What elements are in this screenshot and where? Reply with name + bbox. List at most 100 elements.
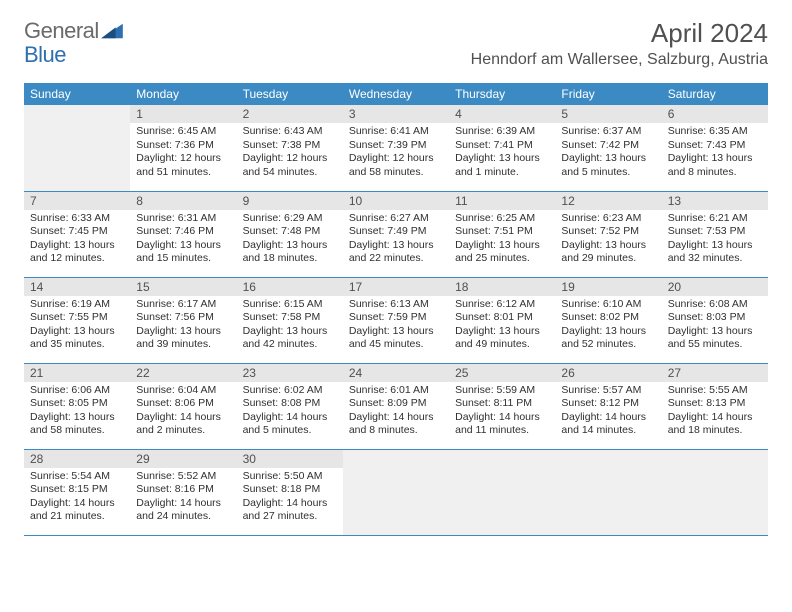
- day-body: Sunrise: 6:45 AMSunset: 7:36 PMDaylight:…: [130, 123, 236, 184]
- sunset-text: Sunset: 7:53 PM: [668, 225, 762, 239]
- day-cell: 17Sunrise: 6:13 AMSunset: 7:59 PMDayligh…: [343, 277, 449, 363]
- day-number: 15: [130, 278, 236, 296]
- day-cell: 5Sunrise: 6:37 AMSunset: 7:42 PMDaylight…: [555, 105, 661, 191]
- day-body: Sunrise: 6:37 AMSunset: 7:42 PMDaylight:…: [555, 123, 661, 184]
- day-cell: 16Sunrise: 6:15 AMSunset: 7:58 PMDayligh…: [237, 277, 343, 363]
- sunset-text: Sunset: 8:16 PM: [136, 483, 230, 497]
- daylight-text: Daylight: 12 hours and 51 minutes.: [136, 152, 230, 179]
- month-title: April 2024: [471, 18, 768, 49]
- day-body: Sunrise: 6:10 AMSunset: 8:02 PMDaylight:…: [555, 296, 661, 357]
- sunset-text: Sunset: 7:43 PM: [668, 139, 762, 153]
- daylight-text: Daylight: 13 hours and 12 minutes.: [30, 239, 124, 266]
- day-cell: 6Sunrise: 6:35 AMSunset: 7:43 PMDaylight…: [662, 105, 768, 191]
- day-body: Sunrise: 5:55 AMSunset: 8:13 PMDaylight:…: [662, 382, 768, 443]
- day-number: 20: [662, 278, 768, 296]
- day-cell: 19Sunrise: 6:10 AMSunset: 8:02 PMDayligh…: [555, 277, 661, 363]
- sunrise-text: Sunrise: 6:41 AM: [349, 125, 443, 139]
- sunrise-text: Sunrise: 6:43 AM: [243, 125, 337, 139]
- daylight-text: Daylight: 13 hours and 42 minutes.: [243, 325, 337, 352]
- day-cell: 2 Sunrise: 6:43 AMSunset: 7:38 PMDaylight…: [237, 105, 343, 191]
- daylight-text: Daylight: 13 hours and 45 minutes.: [349, 325, 443, 352]
- sunrise-text: Sunrise: 6:01 AM: [349, 384, 443, 398]
- day-cell: [343, 449, 449, 535]
- daylight-text: Daylight: 13 hours and 8 minutes.: [668, 152, 762, 179]
- week-row: 1Sunrise: 6:45 AMSunset: 7:36 PMDaylight…: [24, 105, 768, 191]
- day-body: Sunrise: 6:17 AMSunset: 7:56 PMDaylight:…: [130, 296, 236, 357]
- day-header: Tuesday: [237, 83, 343, 105]
- day-body: Sunrise: 6:39 AMSunset: 7:41 PMDaylight:…: [449, 123, 555, 184]
- daylight-text: Daylight: 14 hours and 2 minutes.: [136, 411, 230, 438]
- sunset-text: Sunset: 8:09 PM: [349, 397, 443, 411]
- day-number: 23: [237, 364, 343, 382]
- sunrise-text: Sunrise: 6:25 AM: [455, 212, 549, 226]
- day-number: 16: [237, 278, 343, 296]
- day-body: Sunrise: 5:57 AMSunset: 8:12 PMDaylight:…: [555, 382, 661, 443]
- sunset-text: Sunset: 8:01 PM: [455, 311, 549, 325]
- daylight-text: Daylight: 13 hours and 35 minutes.: [30, 325, 124, 352]
- day-cell: 23Sunrise: 6:02 AMSunset: 8:08 PMDayligh…: [237, 363, 343, 449]
- sunrise-text: Sunrise: 5:52 AM: [136, 470, 230, 484]
- day-body: Sunrise: 6:29 AMSunset: 7:48 PMDaylight:…: [237, 210, 343, 271]
- daylight-text: Daylight: 14 hours and 14 minutes.: [561, 411, 655, 438]
- sunset-text: Sunset: 8:12 PM: [561, 397, 655, 411]
- day-body: Sunrise: 6:15 AMSunset: 7:58 PMDaylight:…: [237, 296, 343, 357]
- daylight-text: Daylight: 13 hours and 52 minutes.: [561, 325, 655, 352]
- sunset-text: Sunset: 7:56 PM: [136, 311, 230, 325]
- sunrise-text: Sunrise: 6:06 AM: [30, 384, 124, 398]
- sunrise-text: Sunrise: 6:39 AM: [455, 125, 549, 139]
- day-number: 5: [555, 105, 661, 123]
- daylight-text: Daylight: 13 hours and 39 minutes.: [136, 325, 230, 352]
- sunrise-text: Sunrise: 6:33 AM: [30, 212, 124, 226]
- day-body: Sunrise: 6:23 AMSunset: 7:52 PMDaylight:…: [555, 210, 661, 271]
- daylight-text: Daylight: 13 hours and 32 minutes.: [668, 239, 762, 266]
- day-cell: [662, 449, 768, 535]
- sunset-text: Sunset: 7:38 PM: [243, 139, 337, 153]
- day-body: Sunrise: 6:21 AMSunset: 7:53 PMDaylight:…: [662, 210, 768, 271]
- day-number: 29: [130, 450, 236, 468]
- sunset-text: Sunset: 7:46 PM: [136, 225, 230, 239]
- week-row: 7Sunrise: 6:33 AMSunset: 7:45 PMDaylight…: [24, 191, 768, 277]
- sunrise-text: Sunrise: 6:45 AM: [136, 125, 230, 139]
- sunrise-text: Sunrise: 6:29 AM: [243, 212, 337, 226]
- day-number: 27: [662, 364, 768, 382]
- day-number: 2: [237, 105, 343, 123]
- daylight-text: Daylight: 14 hours and 18 minutes.: [668, 411, 762, 438]
- daylight-text: Daylight: 13 hours and 25 minutes.: [455, 239, 549, 266]
- title-block: April 2024 Henndorf am Wallersee, Salzbu…: [471, 18, 768, 69]
- calendar-head-row: Sunday Monday Tuesday Wednesday Thursday…: [24, 83, 768, 105]
- sunset-text: Sunset: 8:13 PM: [668, 397, 762, 411]
- day-cell: 3Sunrise: 6:41 AMSunset: 7:39 PMDaylight…: [343, 105, 449, 191]
- sunset-text: Sunset: 8:06 PM: [136, 397, 230, 411]
- day-cell: 21Sunrise: 6:06 AMSunset: 8:05 PMDayligh…: [24, 363, 130, 449]
- sunset-text: Sunset: 7:42 PM: [561, 139, 655, 153]
- day-cell: 14Sunrise: 6:19 AMSunset: 7:55 PMDayligh…: [24, 277, 130, 363]
- sunrise-text: Sunrise: 6:04 AM: [136, 384, 230, 398]
- day-number: 28: [24, 450, 130, 468]
- daylight-text: Daylight: 14 hours and 27 minutes.: [243, 497, 337, 524]
- day-cell: 30Sunrise: 5:50 AMSunset: 8:18 PMDayligh…: [237, 449, 343, 535]
- daylight-text: Daylight: 14 hours and 11 minutes.: [455, 411, 549, 438]
- day-cell: 10Sunrise: 6:27 AMSunset: 7:49 PMDayligh…: [343, 191, 449, 277]
- day-cell: 22Sunrise: 6:04 AMSunset: 8:06 PMDayligh…: [130, 363, 236, 449]
- day-number: 30: [237, 450, 343, 468]
- sunrise-text: Sunrise: 6:19 AM: [30, 298, 124, 312]
- sunrise-text: Sunrise: 6:31 AM: [136, 212, 230, 226]
- logo-text-blue: Blue: [24, 42, 66, 67]
- daylight-text: Daylight: 12 hours and 54 minutes.: [243, 152, 337, 179]
- day-header: Friday: [555, 83, 661, 105]
- day-body: Sunrise: 6:35 AMSunset: 7:43 PMDaylight:…: [662, 123, 768, 184]
- day-body: Sunrise: 6:01 AMSunset: 8:09 PMDaylight:…: [343, 382, 449, 443]
- daylight-text: Daylight: 13 hours and 29 minutes.: [561, 239, 655, 266]
- day-body: Sunrise: 6:19 AMSunset: 7:55 PMDaylight:…: [24, 296, 130, 357]
- daylight-text: Daylight: 13 hours and 1 minute.: [455, 152, 549, 179]
- daylight-text: Daylight: 14 hours and 24 minutes.: [136, 497, 230, 524]
- day-cell: 27Sunrise: 5:55 AMSunset: 8:13 PMDayligh…: [662, 363, 768, 449]
- day-cell: 13Sunrise: 6:21 AMSunset: 7:53 PMDayligh…: [662, 191, 768, 277]
- daylight-text: Daylight: 12 hours and 58 minutes.: [349, 152, 443, 179]
- sunrise-text: Sunrise: 6:15 AM: [243, 298, 337, 312]
- daylight-text: Daylight: 13 hours and 5 minutes.: [561, 152, 655, 179]
- day-number: 18: [449, 278, 555, 296]
- sunset-text: Sunset: 7:41 PM: [455, 139, 549, 153]
- day-number: 8: [130, 192, 236, 210]
- week-row: 21Sunrise: 6:06 AMSunset: 8:05 PMDayligh…: [24, 363, 768, 449]
